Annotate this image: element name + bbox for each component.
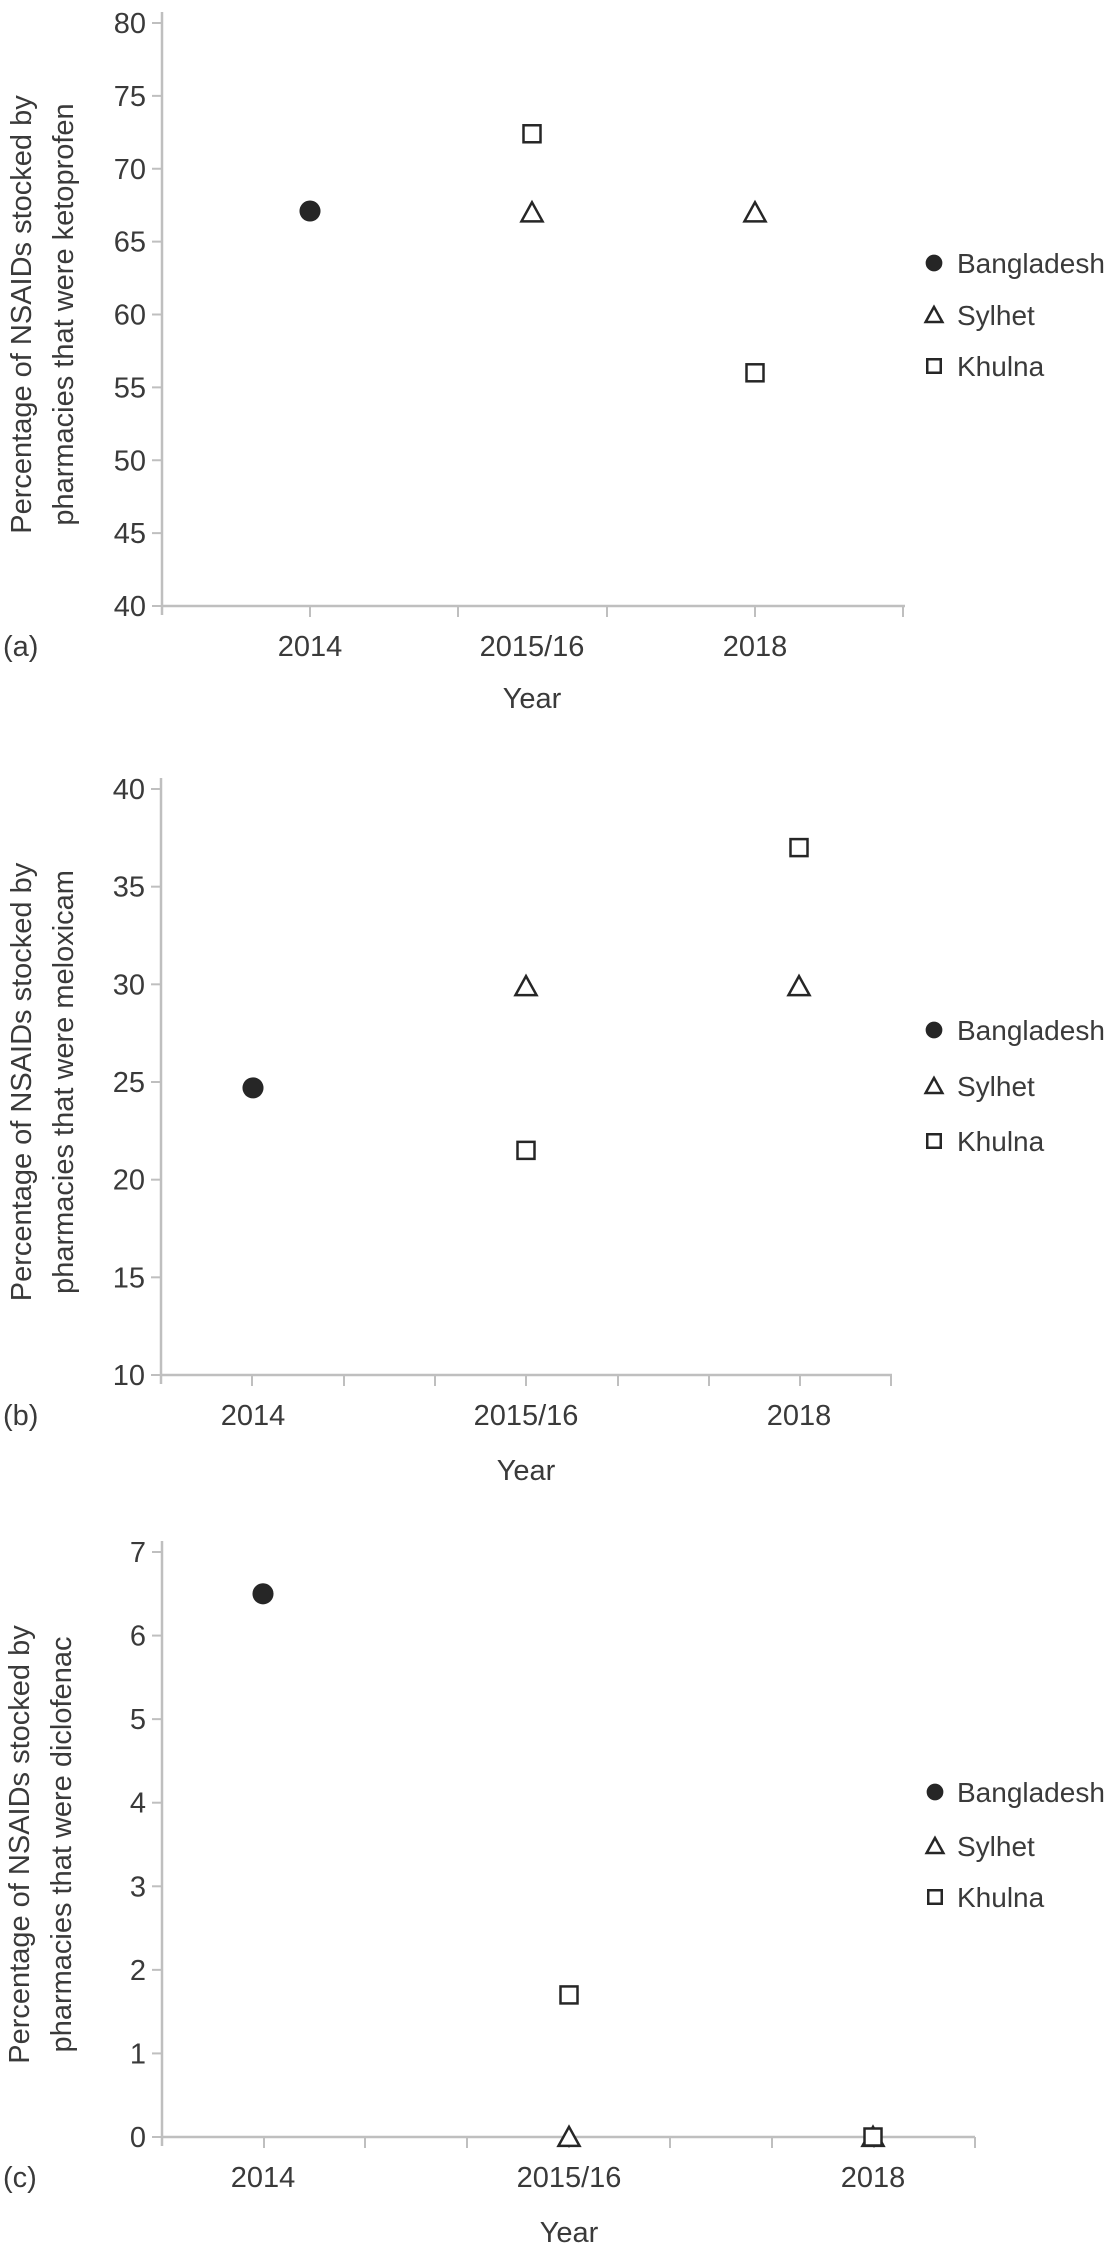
panel-a-y-tick-label-50: 50 [114, 445, 146, 477]
panel-b-y-tick-label-25: 25 [113, 1067, 145, 1099]
panel-c-x-axis-title: Year [540, 2217, 599, 2249]
panel-a-y-tick-label-65: 65 [114, 227, 146, 259]
panel-c-y-tick-label-6: 6 [130, 1621, 146, 1653]
panel-a-y-tick-label-60: 60 [114, 300, 146, 332]
panel-b-y-tick-label-30: 30 [113, 969, 145, 1001]
panel-a-marker-khulna-2015-16 [522, 124, 542, 144]
panel-a-marker-sylhet-2015-16 [519, 199, 545, 223]
panel-a-legend-label-khulna: Khulna [957, 351, 1045, 382]
panel-c-legend-filled-circle-icon [926, 1783, 944, 1801]
panel-a-legend-label-bangladesh: Bangladesh [957, 248, 1105, 279]
panel-c-marker-bangladesh-2014 [252, 1583, 274, 1605]
panel-a-y-tick-label-75: 75 [114, 81, 146, 113]
panel-a-marker-bangladesh-2014 [299, 200, 321, 222]
panel-a-legend-filled-circle-icon [925, 254, 943, 272]
panel-c-y-tick-label-2: 2 [130, 1955, 146, 1987]
panel-b-marker-bangladesh-2014 [242, 1077, 264, 1099]
panel-c-y-axis-title-line1: Percentage of NSAIDs stocked by [4, 1625, 36, 2064]
panel-b-legend-open-square-icon [926, 1133, 942, 1149]
panel-a-marker-khulna-2018 [745, 363, 765, 383]
panel-b-legend: Bangladesh Sylhet Khulna [923, 1015, 1105, 1157]
panel-a-x-tick-label-2018: 2018 [723, 631, 788, 663]
panel-c-y-tick-label-5: 5 [130, 1704, 146, 1736]
panel-b-y-tick-label-40: 40 [113, 774, 145, 806]
panel-c-y-tick-label-1: 1 [130, 2038, 146, 2070]
panel-b-marker-khulna-2018 [789, 837, 809, 858]
panel-a-x-tick-label-2015-16: 2015/16 [480, 631, 585, 663]
panel-b-x-tick-label-2015-16: 2015/16 [474, 1400, 579, 1432]
panel-b-legend-label-khulna: Khulna [957, 1126, 1045, 1157]
panel-b-x-tick-label-2018: 2018 [767, 1400, 832, 1432]
panel-b-legend-label-sylhet: Sylhet [957, 1071, 1035, 1102]
panel-b-y-tick-label-10: 10 [113, 1360, 145, 1392]
panel-a-letter: (a) [3, 631, 38, 663]
panel-a-y-tick-label-55: 55 [114, 372, 146, 404]
panel-c-y-axis-title-line2: pharmacies that were diclofenac [46, 1637, 78, 2053]
panel-a-legend-open-triangle-icon [923, 304, 945, 324]
panel-b: Percentage of NSAIDs stocked by pharmacie… [3, 774, 1105, 1487]
panel-a-x-tick-label-2014: 2014 [278, 631, 343, 663]
panel-b-legend-open-triangle-icon [923, 1075, 945, 1095]
panel-b-marker-sylhet-2015-16 [513, 973, 539, 997]
panel-c-marker-sylhet-2015-16 [556, 2124, 582, 2148]
panel-a-y-tick-label-45: 45 [114, 518, 146, 550]
panel-b-marker-sylhet-2018 [786, 973, 812, 997]
panel-c-legend: Bangladesh Sylhet Khulna [924, 1777, 1105, 1913]
panel-c-x-tick-label-2015-16: 2015/16 [517, 2162, 622, 2194]
panel-b-legend-label-bangladesh: Bangladesh [957, 1015, 1105, 1046]
panel-b-y-tick-label-35: 35 [113, 872, 145, 904]
panel-a-marker-sylhet-2018 [742, 199, 768, 223]
panel-b-letter: (b) [3, 1400, 38, 1432]
panel-b-y-axis-title-line1: Percentage of NSAIDs stocked by [6, 862, 38, 1301]
panel-c-marker-khulna-2015-16 [559, 1985, 579, 2005]
panel-a-y-tick-label-80: 80 [114, 8, 146, 40]
panel-c-legend-label-sylhet: Sylhet [957, 1831, 1035, 1862]
panel-c-y-tick-label-7: 7 [130, 1537, 146, 1569]
panel-b-x-axis-title: Year [497, 1455, 556, 1487]
panel-a-y-tick-label-70: 70 [114, 154, 146, 186]
panel-a-x-axis-title: Year [503, 683, 562, 715]
panel-b-marker-khulna-2015-16 [516, 1140, 536, 1161]
panel-c-y-tick-label-0: 0 [130, 2122, 146, 2154]
panel-a-y-tick-label-40: 40 [114, 591, 146, 623]
panel-a-y-axis-title-line2: pharmacies that were ketoprofen [48, 103, 80, 525]
panel-c-marker-khulna-2018 [863, 2127, 883, 2147]
panel-b-x-tick-label-2014: 2014 [221, 1400, 286, 1432]
panel-c-letter: (c) [3, 2162, 37, 2194]
panel-c-legend-label-bangladesh: Bangladesh [957, 1777, 1105, 1808]
panel-b-legend-filled-circle-icon [925, 1021, 943, 1039]
panel-c-legend-open-triangle-icon [924, 1835, 946, 1855]
panel-b-y-tick-label-20: 20 [113, 1165, 145, 1197]
panel-c: Percentage of NSAIDs stocked by pharmacie… [3, 1537, 1105, 2249]
panel-a-legend-label-sylhet: Sylhet [957, 300, 1035, 331]
panel-c-x-tick-label-2014: 2014 [231, 2162, 296, 2194]
panel-a-legend: Bangladesh Sylhet Khulna [923, 248, 1105, 382]
panel-c-x-tick-label-2018: 2018 [841, 2162, 906, 2194]
panel-c-y-tick-label-4: 4 [130, 1788, 146, 1820]
panel-c-y-tick-label-3: 3 [130, 1871, 146, 1903]
panel-c-legend-open-square-icon [927, 1889, 943, 1905]
panel-a-y-axis-title-line1: Percentage of NSAIDs stocked by [6, 95, 38, 534]
panel-a: Percentage of NSAIDs stocked by pharmacie… [3, 8, 1105, 715]
panel-b-y-axis-title-line2: pharmacies that were meloxicam [48, 870, 80, 1294]
panel-b-y-tick-label-15: 15 [113, 1262, 145, 1294]
panel-c-legend-label-khulna: Khulna [957, 1882, 1045, 1913]
panel-a-legend-open-square-icon [926, 358, 942, 374]
